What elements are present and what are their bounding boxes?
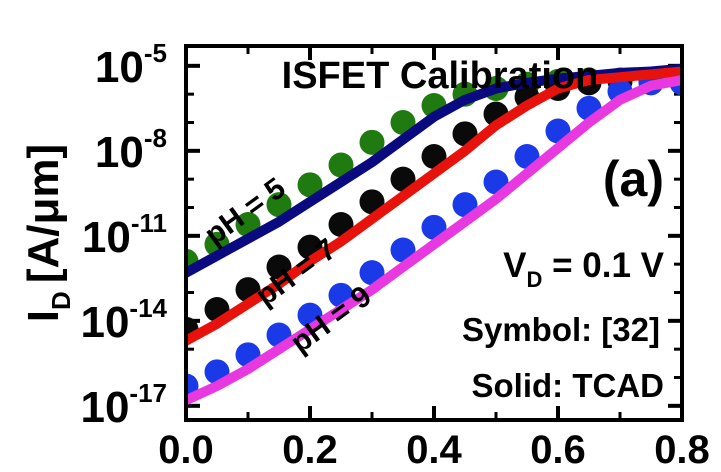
x-tick-label: 0.0 <box>158 428 214 472</box>
plot-frame <box>184 44 684 422</box>
line-ph9 <box>186 75 682 406</box>
solid-source-note: Solid: TCAD <box>472 367 664 404</box>
line-ph7 <box>186 66 682 346</box>
panel-label: (a) <box>603 151 664 207</box>
y-tick-label: 10-17 <box>80 378 167 432</box>
y-tick-label: 10-5 <box>95 38 167 92</box>
y-axis-label-sub: D <box>46 291 76 310</box>
y-tick-power: -5 <box>144 38 167 68</box>
marker-ph5 <box>297 172 323 198</box>
y-tick-base: 10 <box>82 213 131 262</box>
y-tick-power: -14 <box>129 293 167 323</box>
marker-ph7 <box>390 166 416 192</box>
vd-main: V <box>503 246 527 285</box>
y-tick-label: 10-8 <box>95 123 167 177</box>
x-tick-label: 0.2 <box>282 428 338 472</box>
y-tick-power: -8 <box>144 123 167 153</box>
y-tick-label: 10-14 <box>80 293 167 347</box>
marker-ph9 <box>359 260 385 286</box>
vd-sub: D <box>526 267 542 292</box>
y-tick-power: -17 <box>129 378 167 408</box>
chart-title: ISFET Calibration <box>282 55 599 97</box>
marker-ph9 <box>452 192 478 218</box>
drain-voltage-annotation: VD = 0.1 V <box>503 246 665 292</box>
y-tick-base: 10 <box>80 383 129 432</box>
marker-ph5 <box>266 192 292 218</box>
data-lines <box>186 63 682 406</box>
y-tick-label: 10-11 <box>82 208 167 262</box>
y-tick-base: 10 <box>95 128 144 177</box>
y-axis-label-unit: [A/μm] <box>19 144 68 283</box>
marker-ph5 <box>359 129 385 155</box>
x-tick-labels: 0.0 0.2 0.4 0.6 0.8 <box>158 428 710 472</box>
x-tick-label: 0.6 <box>530 428 586 472</box>
y-axis-label: ID [A/μm] <box>19 144 76 322</box>
marker-ph5 <box>328 152 354 178</box>
y-axis-label-main: I <box>19 310 68 322</box>
x-tick-label: 0.8 <box>654 428 710 472</box>
y-tick-power: -11 <box>131 208 167 238</box>
plot-area <box>186 63 682 406</box>
y-tick-base: 10 <box>95 43 144 92</box>
y-tick-base: 10 <box>80 298 129 347</box>
symbol-source-note: Symbol: [32] <box>462 311 660 348</box>
x-tick-label: 0.4 <box>406 428 462 472</box>
vd-rest: = 0.1 V <box>542 246 664 285</box>
